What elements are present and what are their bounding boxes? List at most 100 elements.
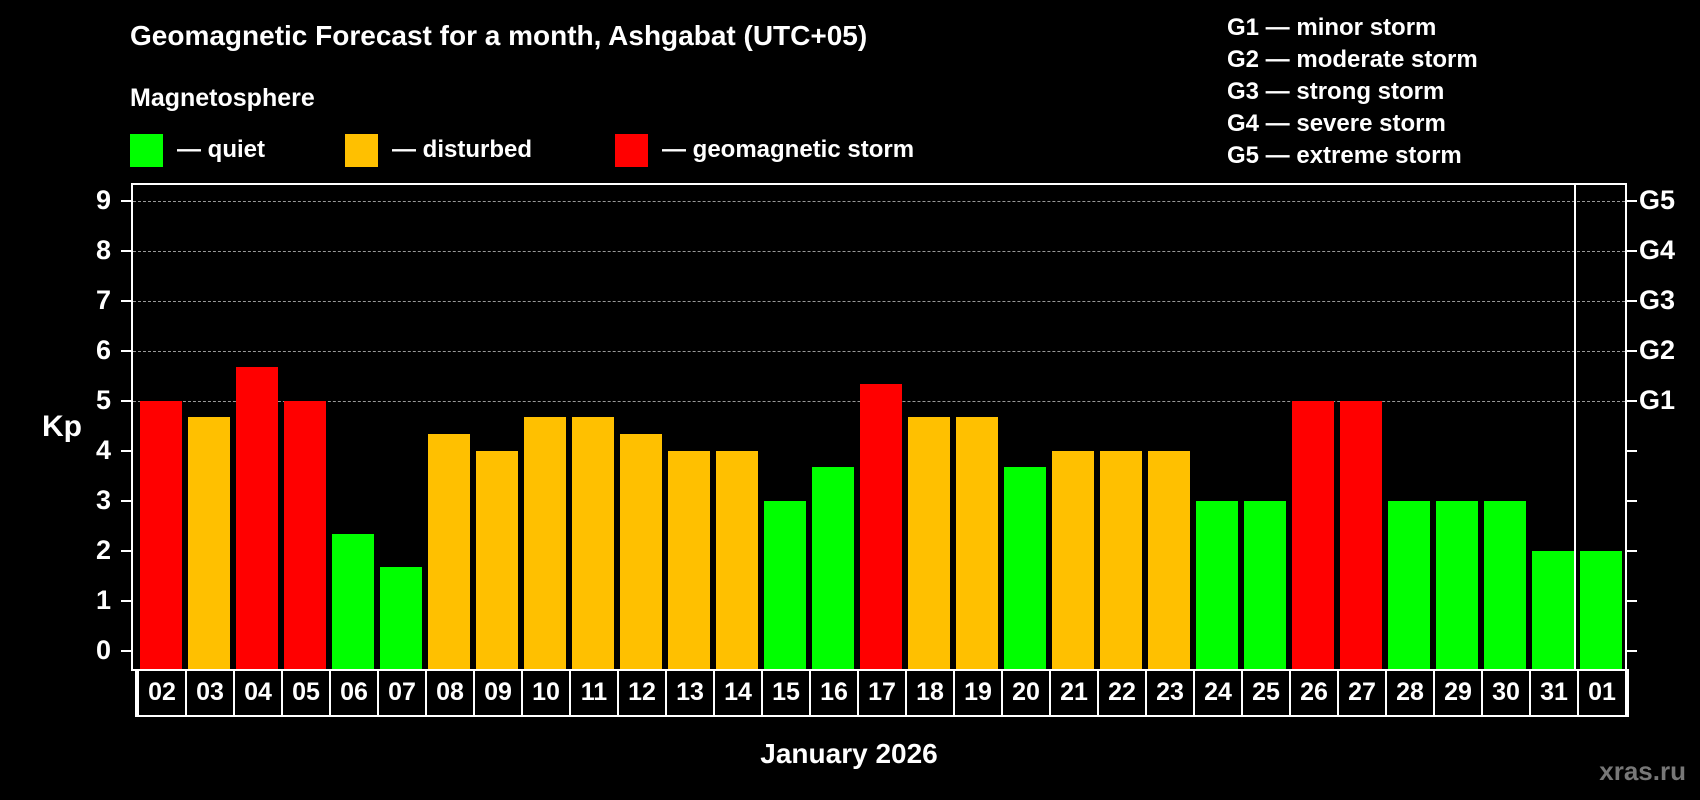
y-tick	[121, 200, 131, 202]
legend-label: — geomagnetic storm	[662, 136, 915, 163]
plot-area: 0 1 2 3 4 5 6 7 8 9 G1 G2 G3 G4 G5	[96, 183, 1675, 671]
date-cell: 04	[235, 669, 283, 715]
date-cell: 11	[571, 669, 619, 715]
legend-swatch-quiet	[130, 133, 163, 167]
legend-item-disturbed: — disturbed	[345, 133, 533, 167]
bar-25	[1244, 501, 1286, 669]
bar-24	[1196, 501, 1238, 669]
y-tick-label: 3	[95, 485, 111, 515]
date-cell: 26	[1291, 669, 1339, 715]
watermark: xras.ru	[1599, 756, 1686, 786]
bar-22	[1100, 451, 1142, 669]
y-tick	[121, 600, 131, 602]
bar-11	[572, 417, 614, 669]
y-tick-label: 4	[95, 435, 111, 465]
legend-swatch-disturbed	[345, 133, 378, 167]
bar-12	[620, 434, 662, 669]
date-cell: 29	[1435, 669, 1483, 715]
chart-title: Geomagnetic Forecast for a month, Ashgab…	[130, 20, 868, 51]
date-cell: 03	[187, 669, 235, 715]
y-tick	[121, 250, 131, 252]
date-cell: 15	[763, 669, 811, 715]
date-cell: 16	[811, 669, 859, 715]
bar-18	[908, 417, 950, 669]
right-tick	[1627, 600, 1637, 602]
bar-13	[668, 451, 710, 669]
bar-16	[812, 467, 854, 669]
bar-30	[1484, 501, 1526, 669]
x-axis-label-text: January 2026	[760, 738, 938, 769]
legend-item-quiet: — quiet	[130, 133, 265, 167]
y-tick-label: 1	[95, 585, 111, 615]
grid-line	[133, 351, 1625, 352]
y-tick	[121, 450, 131, 452]
bar-26	[1292, 401, 1334, 669]
bar-05	[284, 401, 326, 669]
right-tick	[1627, 400, 1637, 402]
bar-01	[1580, 551, 1622, 669]
date-cell: 19	[955, 669, 1003, 715]
legend-label: — disturbed	[392, 136, 533, 163]
y-tick-label: 8	[95, 235, 111, 265]
storm-level-label: G5	[1639, 185, 1676, 215]
bar-15	[764, 501, 806, 669]
x-axis-label: January 2026	[0, 738, 1700, 770]
right-tick	[1627, 550, 1637, 552]
date-cell: 01	[1579, 669, 1627, 715]
bar-21	[1052, 451, 1094, 669]
legend-title: Magnetosphere	[130, 84, 315, 112]
storm-scale-g4: G4 — severe storm	[1227, 110, 1446, 137]
month-divider	[1574, 185, 1576, 669]
right-tick	[1627, 500, 1637, 502]
date-cell: 20	[1003, 669, 1051, 715]
storm-scale-list: G1 — minor storm G2 — moderate storm G3 …	[1227, 12, 1478, 172]
bar-07	[380, 567, 422, 669]
date-cell: 22	[1099, 669, 1147, 715]
legend-swatch-storm	[615, 133, 648, 167]
storm-scale-g3: G3 — strong storm	[1227, 78, 1445, 105]
date-cell: 28	[1387, 669, 1435, 715]
bar-09	[476, 451, 518, 669]
date-cell: 06	[331, 669, 379, 715]
date-cell: 12	[619, 669, 667, 715]
y-axis-label: Kp	[42, 410, 82, 443]
bar-23	[1148, 451, 1190, 669]
bar-08	[428, 434, 470, 669]
date-cell: 30	[1483, 669, 1531, 715]
bar-17	[860, 384, 902, 669]
x-axis-dates: 02 03 04 05 06 07 08 09 10 11 12 13 14 15 16 17 18 19 20 21…	[135, 669, 1629, 717]
bar-04	[236, 367, 278, 669]
y-tick-label: 5	[95, 385, 111, 415]
date-cell: 02	[137, 669, 187, 715]
bar-14	[716, 451, 758, 669]
date-cell: 05	[283, 669, 331, 715]
date-cell: 25	[1243, 669, 1291, 715]
y-tick-label: 2	[95, 535, 111, 565]
date-cell: 24	[1195, 669, 1243, 715]
right-tick	[1627, 650, 1637, 652]
storm-scale-g1: G1 — minor storm	[1227, 14, 1437, 41]
date-cell: 17	[859, 669, 907, 715]
y-tick-label: 0	[95, 635, 111, 665]
bar-31	[1532, 551, 1574, 669]
bar-20	[1004, 467, 1046, 669]
bar-10	[524, 417, 566, 669]
date-cell: 08	[427, 669, 475, 715]
right-tick	[1627, 450, 1637, 452]
bar-28	[1388, 501, 1430, 669]
bar-27	[1340, 401, 1382, 669]
right-tick	[1627, 300, 1637, 302]
date-cell: 07	[379, 669, 427, 715]
y-tick	[121, 400, 131, 402]
storm-level-label: G4	[1639, 235, 1676, 265]
storm-level-label: G2	[1639, 335, 1676, 365]
storm-scale-g5: G5 — extreme storm	[1227, 142, 1462, 169]
date-cell: 09	[475, 669, 523, 715]
date-cell: 10	[523, 669, 571, 715]
date-cell: 27	[1339, 669, 1387, 715]
y-tick-label: 7	[95, 285, 111, 315]
bar-06	[332, 534, 374, 669]
legend-item-storm: — geomagnetic storm	[615, 133, 915, 167]
date-cell: 23	[1147, 669, 1195, 715]
right-tick	[1627, 250, 1637, 252]
